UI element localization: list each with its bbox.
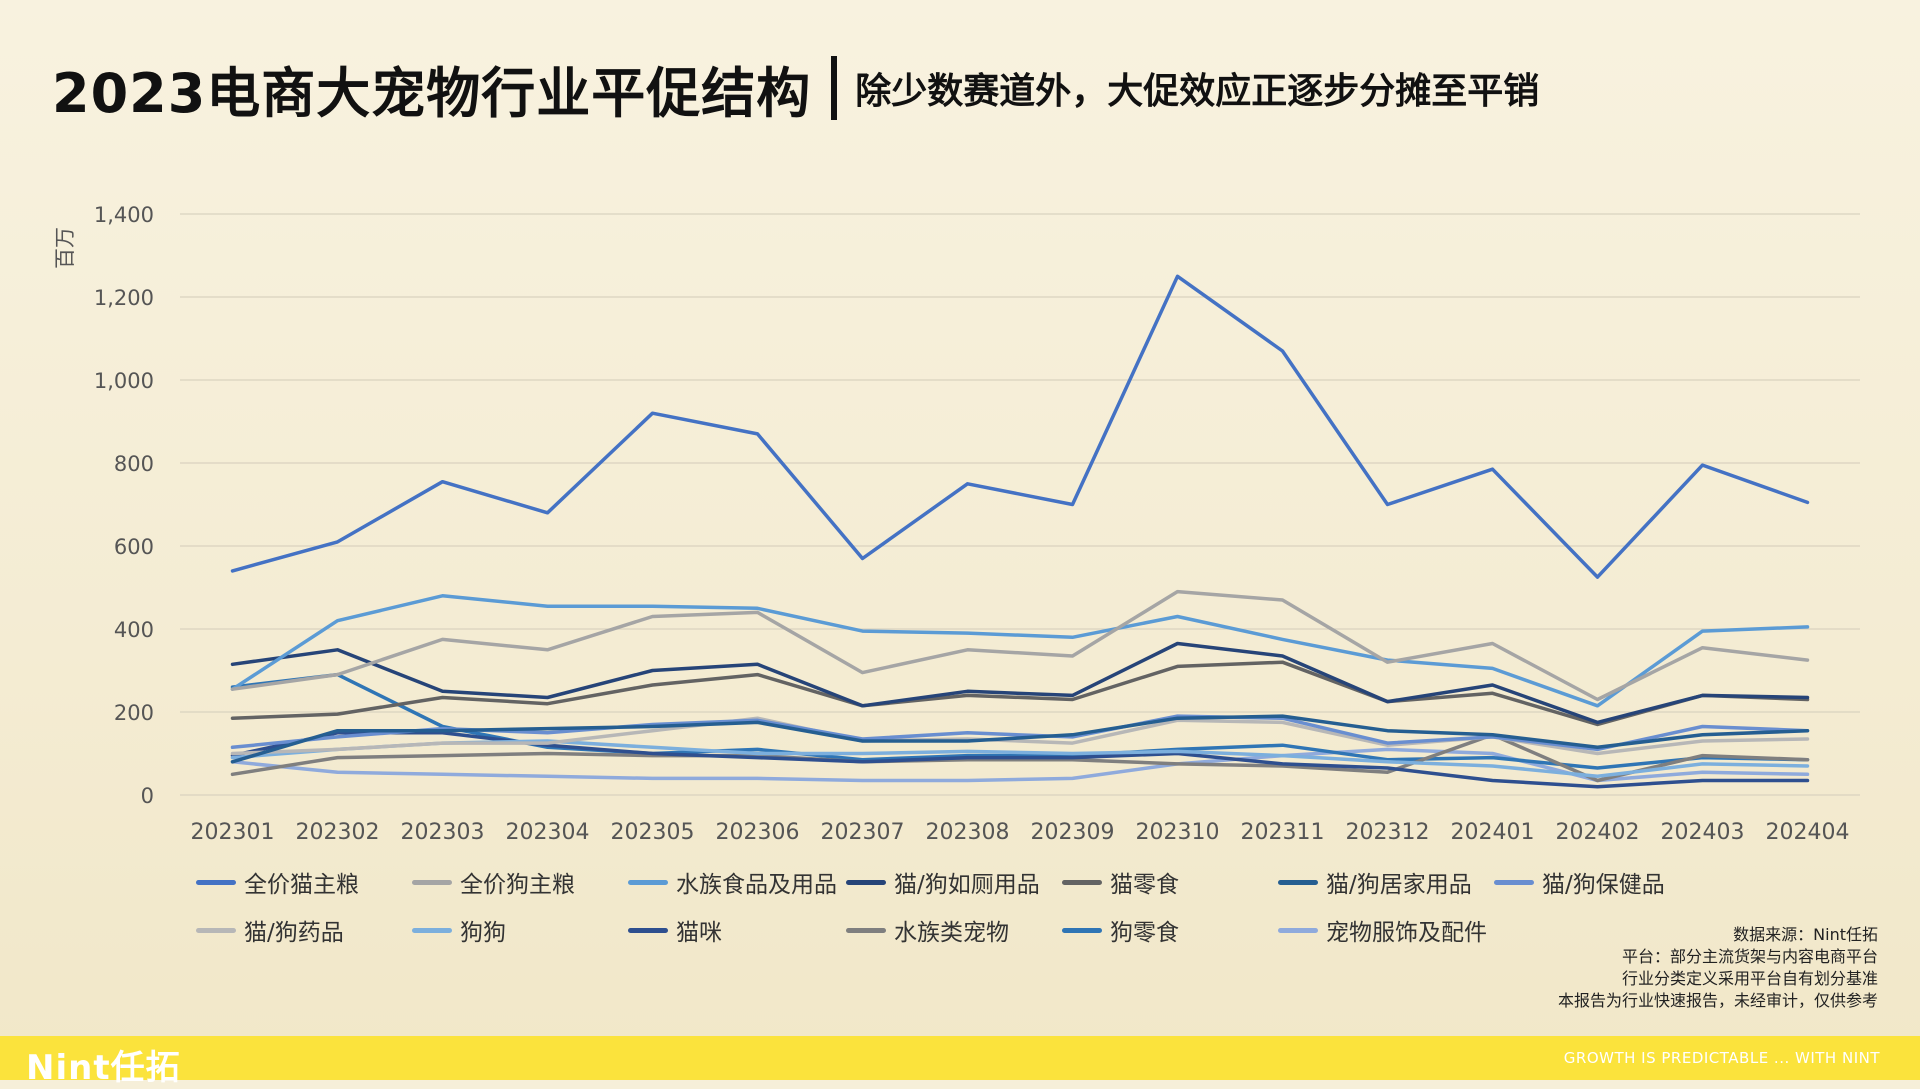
legend-swatch xyxy=(1278,879,1318,885)
legend-item: 水族食品及用品 xyxy=(628,865,837,899)
legend-swatch xyxy=(1278,927,1318,933)
y-tick-label: 1,400 xyxy=(94,203,154,227)
x-tick-label: 202312 xyxy=(1346,820,1430,845)
x-tick-label: 202303 xyxy=(401,820,485,845)
legend-swatch xyxy=(412,927,452,933)
x-tick-label: 202302 xyxy=(296,820,380,845)
legend-swatch xyxy=(846,879,886,885)
series-line xyxy=(230,731,1810,789)
y-tick-label: 1,000 xyxy=(94,369,154,393)
legend-item: 狗零食 xyxy=(1062,913,1179,947)
y-tick-label: 200 xyxy=(114,701,154,725)
y-tick-label: 600 xyxy=(114,535,154,559)
series-line xyxy=(230,714,1810,764)
legend-swatch xyxy=(628,927,668,933)
legend-swatch xyxy=(1062,927,1102,933)
x-tick-label: 202309 xyxy=(1031,820,1115,845)
legend-swatch xyxy=(628,879,668,885)
x-tick-label: 202310 xyxy=(1136,820,1220,845)
series-line xyxy=(230,594,1810,708)
legend-item: 猫零食 xyxy=(1062,865,1179,899)
page-header: 2023电商大宠物行业平促结构 除少数赛道外，大促效应正逐步分摊至平销 xyxy=(52,48,1539,128)
x-tick-label: 202402 xyxy=(1556,820,1640,845)
title-divider xyxy=(831,56,838,120)
legend-item: 猫咪 xyxy=(628,913,722,947)
series-line xyxy=(230,641,1810,725)
legend-swatch xyxy=(846,927,886,933)
legend-label: 猫/狗保健品 xyxy=(1542,872,1665,898)
legend-item: 猫/狗药品 xyxy=(196,913,344,947)
page-title: 2023电商大宠物行业平促结构 xyxy=(52,61,812,125)
note-definition: 行业分类定义采用平台自有划分基准 xyxy=(1621,969,1878,988)
legend-item: 全价猫主粮 xyxy=(196,865,359,899)
legend-label: 狗零食 xyxy=(1110,920,1179,946)
y-tick-label: 1,200 xyxy=(94,286,154,310)
y-tick-label: 0 xyxy=(141,784,154,808)
chart-legend: 全价猫主粮 全价狗主粮 水族食品及用品 猫/狗如厕用品 猫零食 猫/狗居家用品 猫/狗保健品… xyxy=(196,865,1696,965)
legend-item: 猫/狗保健品 xyxy=(1494,865,1665,899)
series-line xyxy=(230,747,1810,783)
note-source: 数据来源：Nint任拓 xyxy=(1733,925,1878,944)
legend-label: 狗狗 xyxy=(460,920,506,946)
x-tick-label: 202308 xyxy=(926,820,1010,845)
legend-item: 猫/狗如厕用品 xyxy=(846,865,1040,899)
series-line xyxy=(230,660,1810,727)
legend-label: 宠物服饰及配件 xyxy=(1326,920,1487,946)
legend-item: 猫/狗居家用品 xyxy=(1278,865,1472,899)
x-tick-label: 202311 xyxy=(1241,820,1325,845)
x-tick-label: 202304 xyxy=(506,820,590,845)
footer-slogan: GROWTH IS PREDICTABLE ... WITH NINT xyxy=(1563,1049,1880,1067)
legend-swatch xyxy=(196,879,236,885)
legend-item: 狗狗 xyxy=(412,913,506,947)
source-notes: 数据来源：Nint任拓 平台：部分主流货架与内容电商平台 行业分类定义采用平台自… xyxy=(1558,924,1878,1012)
legend-label: 水族食品及用品 xyxy=(676,872,837,898)
series-line xyxy=(230,589,1810,702)
legend-label: 猫咪 xyxy=(676,920,722,946)
page-subtitle: 除少数赛道外，大促效应正逐步分摊至平销 xyxy=(855,71,1540,112)
legend-label: 全价狗主粮 xyxy=(460,872,575,898)
x-tick-label: 202401 xyxy=(1451,820,1535,845)
y-axis-label: 百万 xyxy=(53,227,77,269)
legend-swatch xyxy=(1062,879,1102,885)
note-platform: 平台：部分主流货架与内容电商平台 xyxy=(1621,947,1878,966)
series-line xyxy=(230,274,1810,579)
legend-label: 猫/狗居家用品 xyxy=(1326,872,1472,898)
y-tick-label: 400 xyxy=(114,618,154,642)
legend-label: 猫/狗如厕用品 xyxy=(894,872,1040,898)
series-line xyxy=(230,672,1810,770)
legend-item: 水族类宠物 xyxy=(846,913,1009,947)
footer-bar: Nint任拓 GROWTH IS PREDICTABLE ... WITH NI… xyxy=(0,1036,1920,1088)
legend-label: 猫零食 xyxy=(1110,872,1179,898)
x-tick-label: 202404 xyxy=(1766,820,1850,845)
y-tick-label: 800 xyxy=(114,452,154,476)
legend-item: 宠物服饰及配件 xyxy=(1278,913,1487,947)
legend-label: 水族类宠物 xyxy=(894,920,1009,946)
legend-swatch xyxy=(412,879,452,885)
legend-swatch xyxy=(1494,879,1534,885)
legend-label: 全价猫主粮 xyxy=(244,872,359,898)
x-tick-label: 202403 xyxy=(1661,820,1745,845)
x-tick-label: 202307 xyxy=(821,820,905,845)
x-tick-label: 202306 xyxy=(716,820,800,845)
x-tick-label: 202305 xyxy=(611,820,695,845)
legend-swatch xyxy=(196,927,236,933)
legend-label: 猫/狗药品 xyxy=(244,920,344,946)
brand-logo: Nint任拓 xyxy=(26,1048,181,1088)
note-disclaimer: 本报告为行业快速报告，未经审计，仅供参考 xyxy=(1557,991,1878,1010)
series-line xyxy=(230,716,1810,756)
x-tick-label: 202301 xyxy=(191,820,275,845)
legend-item: 全价狗主粮 xyxy=(412,865,575,899)
series-line xyxy=(230,733,1810,783)
